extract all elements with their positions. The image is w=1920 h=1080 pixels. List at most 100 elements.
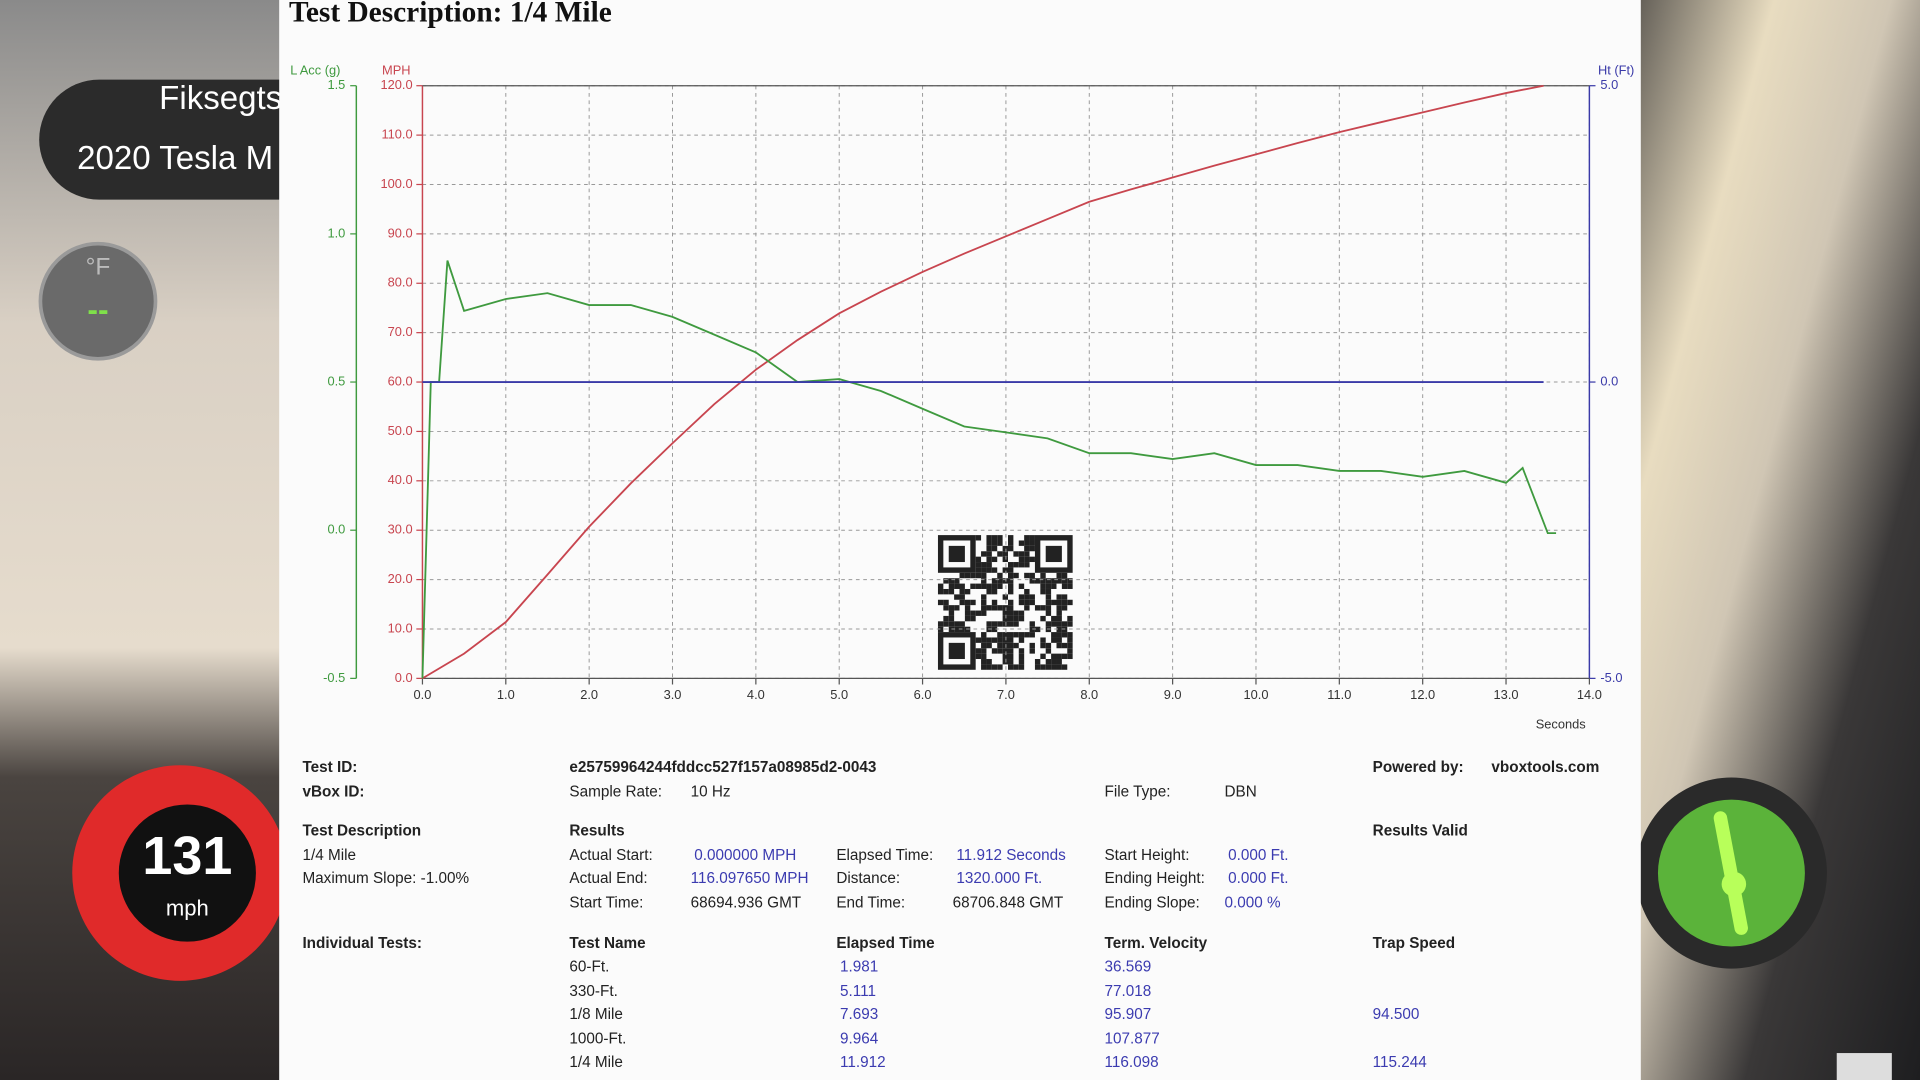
qr-module (1002, 632, 1008, 638)
qr-module (1002, 605, 1008, 611)
qr-module (997, 535, 1003, 541)
x-tick-label: 10.0 (1243, 687, 1268, 702)
qr-module (1056, 637, 1062, 643)
result-label: Distance: (836, 870, 900, 887)
qr-module (1034, 605, 1041, 611)
qr-module (1045, 578, 1052, 584)
qr-module (997, 605, 1003, 611)
qr-module (970, 599, 976, 606)
qr-module (1029, 621, 1035, 627)
qr-module (975, 637, 982, 643)
column-header: Term. Velocity (1104, 935, 1207, 952)
qr-module (991, 588, 998, 595)
qr-module (981, 648, 987, 654)
qr-module (1018, 648, 1025, 654)
qr-module (1067, 637, 1073, 643)
qr-code (937, 535, 1073, 670)
qr-module (970, 572, 976, 579)
qr-module (959, 621, 965, 627)
y-tick-label: 100.0 (380, 176, 412, 191)
qr-module (937, 626, 944, 633)
qr-module (959, 588, 965, 595)
table-cell: 1/4 Mile (569, 1054, 623, 1071)
qr-module (1018, 540, 1025, 546)
temp-unit: °F (86, 254, 111, 281)
qr-module (1045, 648, 1052, 654)
qr-module (1018, 594, 1025, 600)
qr-module (981, 562, 987, 568)
qr-module (1008, 605, 1014, 611)
qr-module (1045, 664, 1052, 670)
qr-module (1018, 653, 1025, 660)
table-cell: 7.693 (840, 1006, 878, 1023)
temp-gauge (38, 241, 158, 361)
speed-unit: mph (166, 896, 209, 921)
qr-module (1045, 621, 1052, 627)
qr-module (997, 578, 1003, 584)
y-tick-label: 70.0 (388, 324, 413, 339)
qr-module (1008, 659, 1014, 665)
qr-module (997, 583, 1003, 589)
table-cell: 95.907 (1104, 1006, 1151, 1023)
qr-module (1056, 610, 1062, 616)
qr-module (954, 621, 960, 627)
table-cell: 9.964 (840, 1031, 879, 1048)
qr-module (1056, 594, 1062, 600)
qr-module (986, 637, 992, 643)
qr-module (1008, 599, 1014, 606)
qr-module (1002, 556, 1008, 563)
qr-module (1013, 664, 1019, 670)
y-tick-label: 90.0 (388, 225, 413, 240)
qr-module (948, 588, 955, 595)
qr-module (981, 551, 987, 557)
qr-module (981, 659, 987, 665)
qr-module (1067, 632, 1073, 638)
qr-module (1056, 599, 1062, 606)
table-cell: 94.500 (1373, 1006, 1420, 1023)
qr-finder (937, 535, 976, 573)
x-tick-label: 5.0 (830, 687, 848, 702)
qr-module (948, 615, 955, 622)
qr-module (997, 540, 1003, 546)
y-tick-label: 40.0 (388, 472, 413, 487)
qr-module (1002, 578, 1008, 584)
qr-module (981, 605, 987, 611)
qr-module (997, 642, 1003, 649)
qr-module (1061, 642, 1068, 649)
qr-module (1024, 540, 1030, 546)
qr-module (1018, 556, 1025, 563)
qr-module (986, 551, 992, 557)
qr-module (937, 588, 944, 595)
qr-module (991, 583, 998, 589)
column-header: Test Name (569, 935, 645, 952)
qr-module (1029, 594, 1035, 600)
qr-module (1056, 653, 1062, 660)
y-tick-label: 20.0 (388, 571, 413, 586)
result-value: 0.000000 MPH (694, 847, 796, 864)
qr-module (975, 653, 982, 660)
qr-module (981, 594, 987, 600)
section-heading: Test Description (302, 822, 421, 839)
qr-module (1013, 572, 1019, 579)
qr-module (1008, 642, 1014, 649)
qr-module (1034, 664, 1041, 670)
y-tick-label: 110.0 (381, 126, 412, 141)
qr-module (1002, 659, 1008, 665)
column-header: Trap Speed (1373, 935, 1455, 952)
qr-module (954, 583, 960, 589)
qr-module (1002, 615, 1008, 622)
qr-module (948, 583, 955, 589)
qr-module (964, 605, 971, 611)
qr-module (986, 605, 992, 611)
qr-module (1051, 659, 1057, 665)
qr-module (1040, 637, 1046, 643)
qr-module (1024, 551, 1030, 557)
qr-module (986, 540, 992, 546)
qr-finder (948, 642, 965, 660)
x-tick-label: 8.0 (1080, 687, 1098, 702)
qr-module (1051, 615, 1057, 622)
qr-module (981, 664, 987, 670)
qr-module (1061, 599, 1068, 606)
qr-finder (1034, 535, 1073, 573)
table-cell: 330-Ft. (569, 983, 617, 1000)
